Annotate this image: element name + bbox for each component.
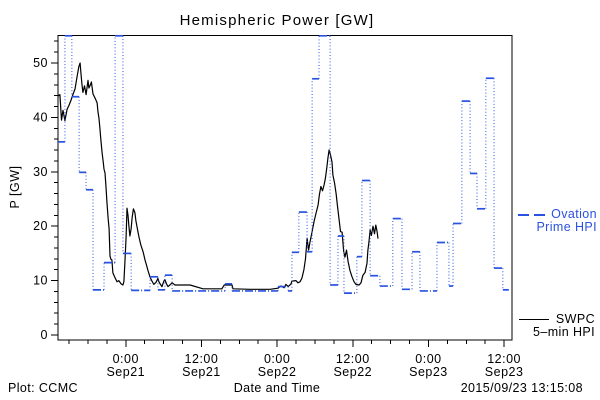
ovation-dash-icon (518, 213, 530, 216)
legend-swpc-5min-hpi: SWPC 5–min HPI (518, 312, 595, 339)
ovation-dash-icon (534, 213, 546, 216)
swpc-line-icon (518, 319, 549, 320)
x-tick-time: 0:00 (264, 352, 290, 366)
x-tick-time: 0:00 (113, 352, 139, 366)
plot-credit: Plot: CCMC (8, 381, 78, 395)
x-tick-time: 0:00 (415, 352, 441, 366)
x-tick-time: 12:00 (487, 352, 521, 366)
x-tick-date: Sep21 (106, 365, 145, 379)
x-axis-label: Date and Time (233, 381, 321, 395)
axis-tick-labels: 0:00Sep2112:00Sep210:00Sep2212:00Sep220:… (33, 56, 523, 379)
y-tick-value: 50 (33, 56, 48, 70)
axis-ticks (51, 40, 505, 347)
x-tick-time: 12:00 (185, 352, 219, 366)
y-tick-value: 20 (33, 219, 48, 233)
y-tick-value: 30 (33, 165, 48, 179)
x-tick-date: Sep23 (485, 365, 524, 379)
legend-ovation-line2: Prime HPI (536, 220, 597, 234)
series-swpc-5min-hpi (57, 62, 379, 290)
chart-title: Hemispheric Power [GW] (179, 12, 375, 29)
x-tick-date: Sep22 (333, 365, 372, 379)
legend-ovation-prime-hpi: Ovation Prime HPI (518, 208, 597, 234)
plot-timestamp: 2015/09/23 13:15:08 (460, 381, 583, 395)
y-tick-value: 0 (41, 328, 48, 342)
series-ovation-prime-hpi (58, 34, 509, 294)
legend-swpc-line1: SWPC (555, 312, 595, 326)
y-tick-value: 40 (33, 110, 48, 124)
x-tick-date: Sep22 (258, 365, 297, 379)
legend-swpc-line2: 5–min HPI (533, 325, 595, 339)
legend-ovation-line1: Ovation (551, 207, 597, 221)
y-axis-label: P [GW] (8, 165, 22, 209)
x-tick-date: Sep21 (182, 365, 221, 379)
plot-border (57, 35, 513, 341)
y-tick-value: 10 (33, 274, 48, 288)
x-tick-date: Sep23 (409, 365, 448, 379)
x-tick-time: 12:00 (336, 352, 370, 366)
